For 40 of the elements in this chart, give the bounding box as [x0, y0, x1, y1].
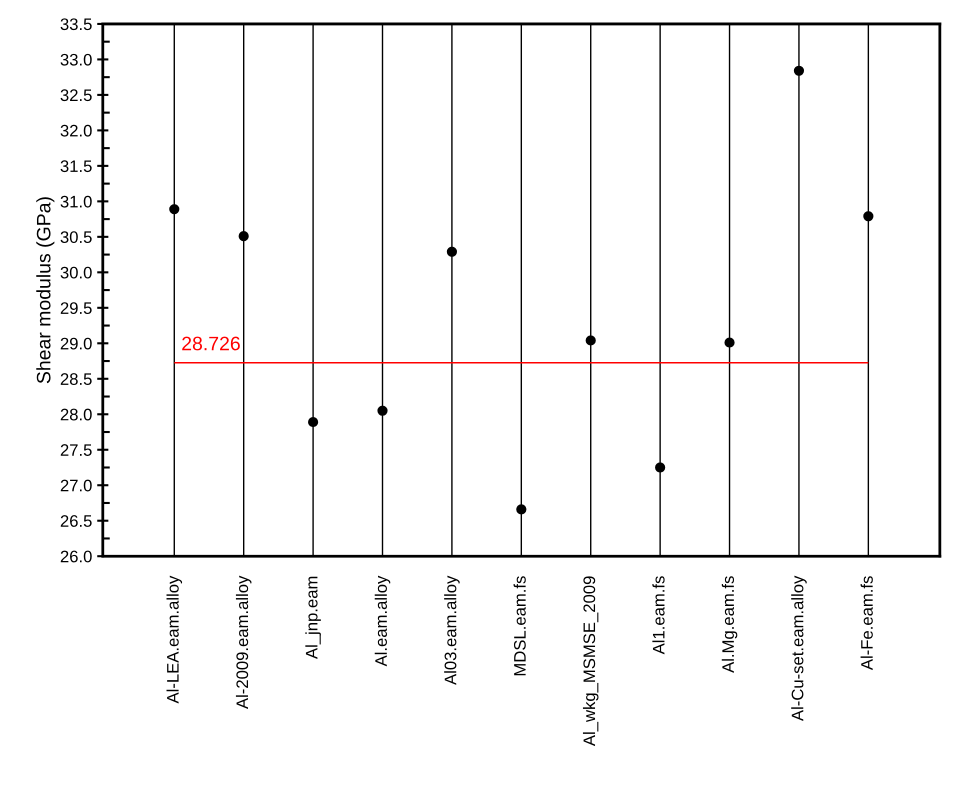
x-tick-label: MDSL.eam.fs	[514, 576, 526, 676]
point	[586, 335, 596, 346]
y-tick-label: 26.5	[60, 515, 92, 527]
point	[238, 231, 249, 242]
y-tick-label: 27.0	[60, 480, 92, 492]
ref-line-label: 28.726	[182, 336, 240, 350]
y-tick-label: 33.0	[60, 54, 92, 66]
point	[863, 211, 874, 222]
y-tick-label: 30.0	[60, 266, 92, 279]
x-tick-label: Al03.eam.alloy	[444, 576, 460, 685]
x-tick-label: Al_jnp.eam	[305, 576, 321, 659]
x-tick-label: Al.Mg.eam.fs	[722, 576, 738, 673]
x-tick-label: Al-2009.eam.alloy	[236, 576, 252, 710]
y-tick-label: 33.5	[60, 18, 92, 30]
point	[377, 406, 388, 416]
y-tick-label: 28.0	[60, 408, 92, 420]
y-tick-label: 27.5	[60, 444, 92, 456]
y-tick-label: 32.5	[60, 89, 92, 102]
point	[655, 462, 666, 473]
y-tick-label: 28.5	[60, 373, 92, 385]
point	[308, 416, 318, 428]
x-tick-label: Al-Fe.eam.fs	[860, 576, 873, 670]
y-tick-label: 31.5	[60, 160, 92, 172]
point	[516, 504, 526, 514]
x-tick-label: Al1.eam.fs	[652, 576, 665, 654]
x-tick-label: Al-LEA.eam.alloy	[166, 576, 182, 704]
y-axis-title: Shear modulus (GPa)	[36, 197, 54, 384]
x-tick-label: Al_wkg_MSMSE_2009	[582, 576, 598, 746]
y-tick-label: 31.0	[60, 196, 92, 208]
point	[446, 246, 457, 257]
x-tick-label: Al-Cu-set.eam.alloy	[791, 576, 807, 722]
point	[169, 204, 180, 214]
y-tick-label: 26.0	[60, 550, 92, 562]
y-tick-label: 29.5	[60, 302, 92, 314]
y-tick-label: 30.5	[60, 231, 92, 244]
x-tick-label: Al.eam.alloy	[374, 576, 390, 666]
point	[794, 66, 804, 76]
y-tick-label: 32.0	[60, 124, 92, 137]
point	[724, 338, 735, 348]
y-tick-label: 29.0	[60, 338, 92, 350]
